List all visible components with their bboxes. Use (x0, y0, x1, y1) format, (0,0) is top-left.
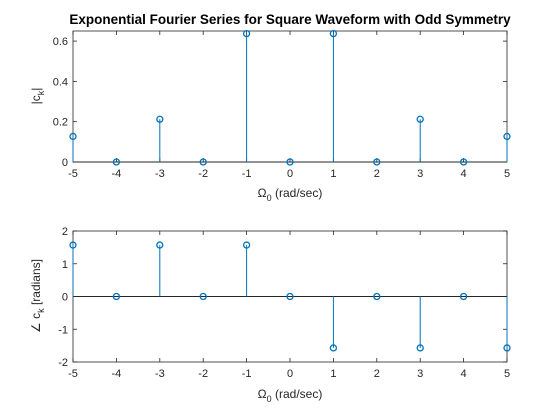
magnitude-stem-marker (69, 132, 77, 141)
magnitude-y-tick-label: 0.4 (53, 76, 68, 88)
magnitude-x-tick-label: 5 (504, 168, 510, 180)
figure-title: Exponential Fourier Series for Square Wa… (69, 12, 511, 27)
phase-x-axis-label: Ω0 (rad/sec) (258, 387, 323, 404)
magnitude-x-axis-label: Ω0 (rad/sec) (258, 186, 323, 203)
phase-stem-marker (69, 241, 77, 249)
phase-x-tick-label: 4 (461, 368, 467, 380)
magnitude-x-tick-label: -4 (112, 168, 122, 180)
phase-y-ticks: -2 -1 0 1 2 (58, 226, 507, 369)
phase-x-tick-label: 0 (287, 368, 293, 380)
magnitude-y-axis-label: |ck| (29, 88, 46, 105)
phase-stem-marker (329, 344, 338, 352)
phase-x-tick-label: -2 (198, 368, 208, 380)
phase-x-tick-label: 3 (417, 368, 423, 380)
phase-stem-marker (112, 292, 121, 301)
phase-stem-marker (416, 344, 424, 352)
magnitude-stem-marker (242, 29, 251, 38)
magnitude-x-tick-label: 1 (330, 168, 336, 180)
phase-y-tick-label: 1 (62, 259, 68, 271)
phase-stems (69, 241, 511, 352)
magnitude-x-tick-label: 0 (287, 168, 293, 180)
phase-y-tick-label: 0 (62, 292, 68, 304)
magnitude-plot: -5 -4 -3 -2 -1 0 1 2 3 4 5 0 0.2 0.4 0.6 Ω0 (rad/sec)… (29, 29, 511, 203)
magnitude-stem-marker (286, 158, 294, 166)
magnitude-stems (69, 29, 511, 166)
phase-y-tick-label: -1 (58, 324, 68, 336)
phase-stem-marker (156, 241, 164, 249)
magnitude-plot-area (72, 30, 508, 163)
magnitude-x-tick-label: 2 (374, 168, 380, 180)
phase-x-tick-label: 1 (330, 368, 336, 380)
magnitude-stem-marker (416, 115, 424, 123)
phase-stem-marker (503, 344, 511, 352)
magnitude-y-tick-label: 0.6 (53, 36, 68, 48)
phase-y-tick-label: 2 (62, 226, 68, 238)
phase-x-tick-label: -1 (242, 368, 252, 380)
magnitude-y-ticks: 0 0.2 0.4 0.6 (53, 36, 507, 169)
phase-stem-marker (286, 292, 294, 301)
phase-y-tick-label: -2 (58, 357, 68, 369)
phase-x-tick-label: 5 (504, 368, 510, 380)
phase-stem-marker (242, 241, 251, 249)
magnitude-stem-marker (373, 158, 381, 166)
magnitude-stem-marker (112, 158, 121, 166)
phase-stem-marker (459, 292, 468, 301)
magnitude-x-tick-label: -2 (198, 168, 208, 180)
phase-x-ticks: -5 -4 -3 -2 -1 0 1 2 3 4 5 (68, 231, 510, 380)
magnitude-stem-marker (459, 158, 468, 166)
phase-stem-marker (373, 292, 381, 301)
magnitude-x-tick-label: 3 (417, 168, 423, 180)
phase-plot: -5 -4 -3 -2 -1 0 1 2 3 4 5 -2 -1 0 1 2 Ω0 (rad/sec) ∠ … (29, 226, 511, 404)
magnitude-x-tick-label: -5 (68, 168, 78, 180)
magnitude-y-tick-label: 0.2 (53, 117, 68, 129)
phase-x-tick-label: -5 (68, 368, 78, 380)
phase-stem-marker (199, 292, 207, 301)
phase-x-tick-label: 2 (374, 368, 380, 380)
phase-y-axis-label: ∠ ck [radians] (29, 259, 46, 333)
phase-x-tick-label: -4 (112, 368, 122, 380)
magnitude-x-tick-label: -1 (242, 168, 252, 180)
magnitude-x-tick-label: 4 (461, 168, 467, 180)
magnitude-stem-marker (199, 158, 207, 166)
magnitude-y-tick-label: 0 (62, 157, 68, 169)
magnitude-stem-marker (329, 29, 338, 38)
magnitude-stem-marker (156, 115, 164, 123)
phase-x-tick-label: -3 (155, 368, 165, 380)
magnitude-x-tick-label: -3 (155, 168, 165, 180)
magnitude-stem-marker (503, 132, 511, 141)
